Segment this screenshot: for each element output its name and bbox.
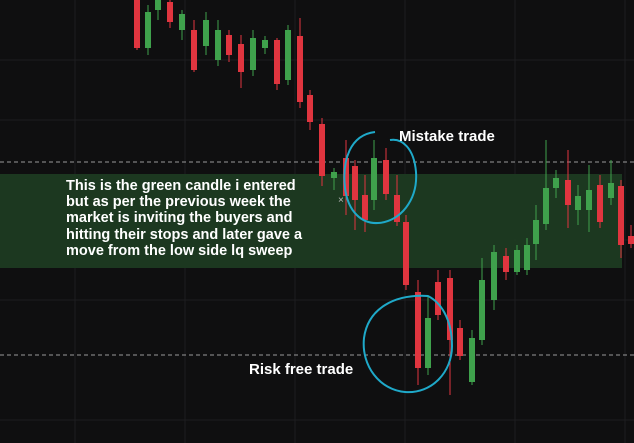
candle-body xyxy=(394,195,400,222)
candle-body xyxy=(415,292,421,368)
candle-body xyxy=(575,196,581,210)
candle-body xyxy=(565,180,571,205)
candle-body xyxy=(262,40,268,48)
candle-body xyxy=(191,30,197,70)
candle-body xyxy=(226,35,232,55)
candle-body xyxy=(628,236,634,244)
candle-body xyxy=(479,280,485,340)
candle-body xyxy=(383,160,389,194)
candle-body xyxy=(371,158,377,200)
candle-body xyxy=(319,124,325,176)
candle-body xyxy=(134,0,140,48)
candle-body xyxy=(491,252,497,300)
candle-body xyxy=(179,14,185,30)
candle-body xyxy=(167,2,173,22)
candle-body xyxy=(285,30,291,80)
candle-body xyxy=(250,38,256,70)
candle-body xyxy=(618,186,624,245)
candle-body xyxy=(553,178,559,188)
candle-body xyxy=(238,44,244,72)
candle-body xyxy=(543,188,549,224)
candle-body xyxy=(155,0,161,10)
candle-body xyxy=(362,195,368,220)
risk-free-trade-circle xyxy=(362,294,454,394)
trade-note-text: This is the green candle i entered but a… xyxy=(66,178,303,259)
candle-body xyxy=(457,328,463,356)
candle-body xyxy=(435,282,441,315)
candle-body xyxy=(203,20,209,46)
candle-body xyxy=(447,278,453,340)
risk-free-trade-label: Risk free trade xyxy=(249,361,354,378)
candle-body xyxy=(403,222,409,285)
candle-body xyxy=(597,185,603,222)
candle-body xyxy=(215,30,221,60)
candle-body xyxy=(145,12,151,48)
candle-body xyxy=(352,166,358,200)
candle-body xyxy=(469,338,475,382)
candle-body xyxy=(608,183,614,198)
crosshair-x-marker: × xyxy=(338,195,344,206)
candle-body xyxy=(514,250,520,272)
candle-body xyxy=(343,158,349,196)
mistake-trade-circle xyxy=(343,131,418,225)
mistake-trade-label: Mistake trade xyxy=(399,128,495,145)
candle-body xyxy=(524,245,530,270)
candles-group xyxy=(134,0,634,395)
candle-body xyxy=(503,256,509,272)
candle-body xyxy=(586,190,592,210)
candle-body xyxy=(274,40,280,84)
candle-body xyxy=(331,172,337,178)
candle-body xyxy=(425,318,431,368)
candle-body xyxy=(297,36,303,102)
candle-body xyxy=(533,220,539,244)
candle-body xyxy=(307,95,313,122)
